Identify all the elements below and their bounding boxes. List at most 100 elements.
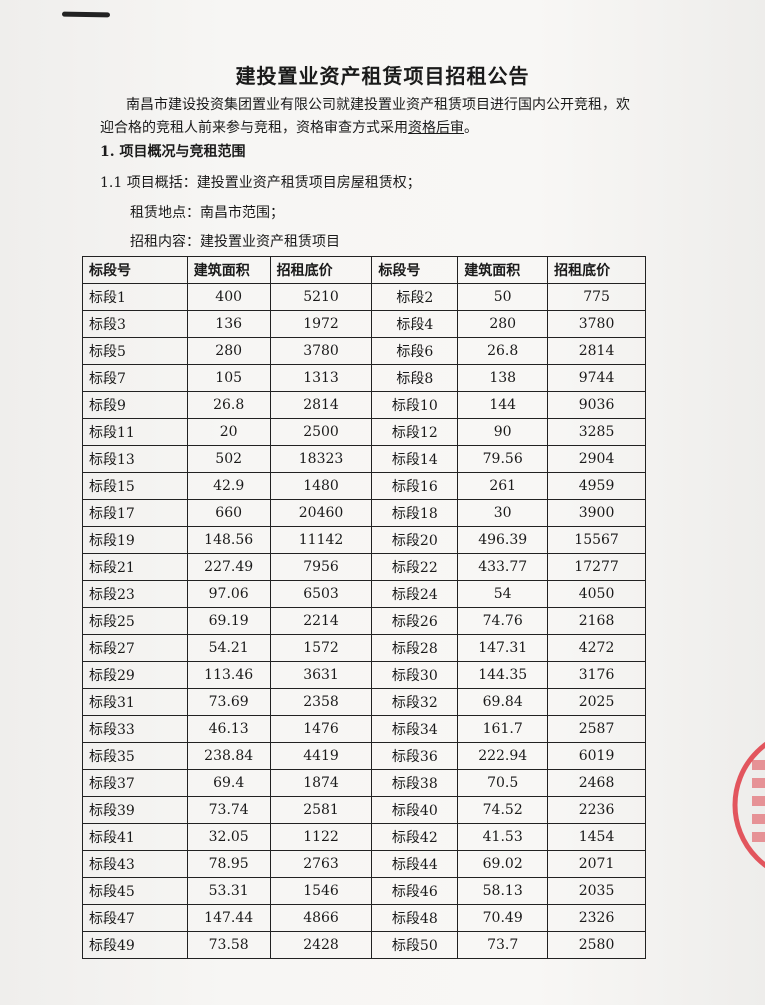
section-heading: 1. 项目概况与竞租范围	[100, 144, 246, 160]
lot-number-cell: 标段35	[82, 742, 188, 770]
intro-paragraph: 南昌市建设投资集团置业有限公司就建投置业资产租赁项目进行国内公开竞租，欢 迎合格…	[100, 94, 645, 140]
building-area-cell: 222.94	[457, 742, 549, 770]
table-row: 标段35 238.84 4419 标段36 222.94 6019	[82, 742, 646, 770]
reserve-price-cell: 2814	[547, 337, 646, 365]
reserve-price-cell: 4866	[269, 904, 373, 932]
reserve-price-cell: 1476	[269, 715, 373, 743]
lot-number-cell: 标段13	[82, 445, 188, 473]
reserve-price-cell: 7956	[269, 553, 373, 581]
lot-number-cell: 标段39	[82, 796, 188, 824]
building-area-cell: 238.84	[186, 742, 271, 770]
lot-number-cell: 标段12	[371, 418, 459, 446]
building-area-cell: 144	[457, 391, 549, 419]
reserve-price-cell: 3900	[547, 499, 646, 527]
lease-content: 招租内容：建投置业资产租赁项目	[130, 234, 340, 250]
lot-number-cell: 标段43	[82, 850, 188, 878]
reserve-price-cell: 1546	[269, 877, 373, 905]
reserve-price-cell: 2214	[269, 607, 373, 635]
column-header: 标段号	[82, 256, 188, 284]
building-area-cell: 26.8	[457, 337, 549, 365]
building-area-cell: 147.31	[457, 634, 549, 662]
reserve-price-cell: 2326	[547, 904, 646, 932]
document-title: 建投置业资产租赁项目招租公告	[235, 64, 530, 88]
building-area-cell: 78.95	[186, 850, 271, 878]
table-row: 标段15 42.9 1480 标段16 261 4959	[82, 472, 646, 500]
lot-number-cell: 标段22	[371, 553, 459, 581]
lot-number-cell: 标段19	[82, 526, 188, 554]
building-area-cell: 54	[457, 580, 549, 608]
building-area-cell: 69.84	[457, 688, 549, 716]
building-area-cell: 90	[457, 418, 549, 446]
building-area-cell: 138	[457, 364, 549, 392]
lot-number-cell: 标段15	[82, 472, 188, 500]
table-row: 标段11 20 2500 标段12 90 3285	[82, 418, 646, 446]
table-row: 标段5 280 3780 标段6 26.8 2814	[82, 337, 646, 365]
reserve-price-cell: 1972	[269, 310, 373, 338]
qualification-method: 资格后审	[408, 120, 464, 136]
reserve-price-cell: 2468	[547, 769, 646, 797]
column-header: 建筑面积	[457, 256, 549, 284]
table-row: 标段49 73.58 2428 标段50 73.7 2580	[82, 931, 646, 959]
table-row: 标段23 97.06 6503 标段24 54 4050	[82, 580, 646, 608]
lot-number-cell: 标段30	[371, 661, 459, 689]
building-area-cell: 20	[186, 418, 271, 446]
intro-line-1: 南昌市建设投资集团置业有限公司就建投置业资产租赁项目进行国内公开竞租，欢	[126, 97, 630, 113]
official-seal	[732, 741, 765, 869]
lot-number-cell: 标段1	[82, 283, 188, 311]
reserve-price-cell: 4050	[547, 580, 646, 608]
building-area-cell: 496.39	[457, 526, 549, 554]
building-area-cell: 502	[186, 445, 271, 473]
building-area-cell: 58.13	[457, 877, 549, 905]
lot-number-cell: 标段32	[371, 688, 459, 716]
lot-number-cell: 标段50	[371, 931, 459, 959]
building-area-cell: 41.53	[457, 823, 549, 851]
table-row: 标段31 73.69 2358 标段32 69.84 2025	[82, 688, 646, 716]
reserve-price-cell: 1572	[269, 634, 373, 662]
lot-number-cell: 标段48	[371, 904, 459, 932]
reserve-price-cell: 9036	[547, 391, 646, 419]
building-area-cell: 69.4	[186, 769, 271, 797]
reserve-price-cell: 1480	[269, 472, 373, 500]
table-row: 标段25 69.19 2214 标段26 74.76 2168	[82, 607, 646, 635]
reserve-price-cell: 3631	[269, 661, 373, 689]
building-area-cell: 105	[186, 364, 271, 392]
reserve-price-cell: 15567	[547, 526, 646, 554]
lot-number-cell: 标段21	[82, 553, 188, 581]
reserve-price-cell: 4419	[269, 742, 373, 770]
lot-number-cell: 标段31	[82, 688, 188, 716]
reserve-price-cell: 4959	[547, 472, 646, 500]
building-area-cell: 69.02	[457, 850, 549, 878]
lot-number-cell: 标段37	[82, 769, 188, 797]
lot-number-cell: 标段23	[82, 580, 188, 608]
lot-number-cell: 标段14	[371, 445, 459, 473]
lot-number-cell: 标段6	[371, 337, 459, 365]
reserve-price-cell: 3176	[547, 661, 646, 689]
lot-number-cell: 标段49	[82, 931, 188, 959]
reserve-price-cell: 1874	[269, 769, 373, 797]
building-area-cell: 70.49	[457, 904, 549, 932]
lot-number-cell: 标段29	[82, 661, 188, 689]
lot-number-cell: 标段18	[371, 499, 459, 527]
reserve-price-cell: 4272	[547, 634, 646, 662]
lot-number-cell: 标段38	[371, 769, 459, 797]
reserve-price-cell: 2587	[547, 715, 646, 743]
lot-number-cell: 标段47	[82, 904, 188, 932]
pen-mark	[61, 11, 111, 18]
table-row: 标段45 53.31 1546 标段46 58.13 2035	[82, 877, 646, 905]
lot-number-cell: 标段27	[82, 634, 188, 662]
building-area-cell: 50	[457, 283, 549, 311]
lot-number-cell: 标段25	[82, 607, 188, 635]
building-area-cell: 144.35	[457, 661, 549, 689]
building-area-cell: 400	[186, 283, 271, 311]
project-summary: 1.1 项目概括：建投置业资产租赁项目房屋租赁权；	[100, 175, 421, 191]
table-row: 标段43 78.95 2763 标段44 69.02 2071	[82, 850, 646, 878]
reserve-price-cell: 18323	[269, 445, 373, 473]
building-area-cell: 73.7	[457, 931, 549, 959]
building-area-cell: 147.44	[186, 904, 271, 932]
table-row: 标段19 148.56 11142 标段20 496.39 15567	[82, 526, 646, 554]
reserve-price-cell: 775	[547, 283, 646, 311]
reserve-price-cell: 6019	[547, 742, 646, 770]
reserve-price-cell: 2168	[547, 607, 646, 635]
building-area-cell: 70.5	[457, 769, 549, 797]
